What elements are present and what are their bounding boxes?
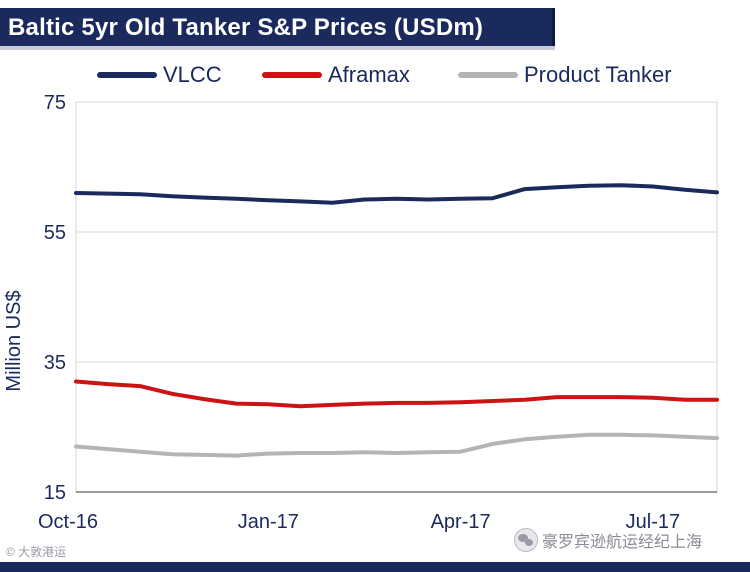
chart-legend: VLCC Aframax Product Tanker xyxy=(0,58,750,92)
legend-item-vlcc: VLCC xyxy=(97,58,222,92)
watermark-left: © 大敦港运 xyxy=(6,545,67,559)
x-tick-label: Jan-17 xyxy=(238,511,299,533)
chart-grid xyxy=(76,101,717,363)
chart-lines xyxy=(74,183,719,458)
watermark-right-text: 豪罗宾逊航运经纪上海 xyxy=(542,534,703,551)
x-tick-label: Oct-16 xyxy=(38,511,98,533)
title-shadow xyxy=(0,46,555,50)
footer-bar xyxy=(0,562,750,572)
legend-label-aframax: Aframax xyxy=(328,62,410,87)
series-line-aframax xyxy=(74,379,719,409)
watermark-right: 豪罗宾逊航运经纪上海 xyxy=(514,528,702,552)
x-tick-label: Apr-17 xyxy=(431,511,491,533)
legend-item-product-tanker: Product Tanker xyxy=(458,58,672,92)
series-line-product-tanker xyxy=(74,432,719,458)
y-tick-label: 35 xyxy=(44,352,66,374)
wechat-icon xyxy=(514,528,538,552)
y-axis-label: Million US$ xyxy=(3,290,25,391)
title-bar: Baltic 5yr Old Tanker S&P Prices (USDm) xyxy=(0,8,555,46)
legend-swatch-aframax xyxy=(262,72,322,78)
chart-ticks: 15 35 55 75 Oct-16 Jan-17 Apr-17 Jul-17 xyxy=(38,92,680,533)
y-tick-label: 15 xyxy=(44,482,66,504)
chart-title: Baltic 5yr Old Tanker S&P Prices (USDm) xyxy=(8,14,484,41)
y-tick-label: 55 xyxy=(44,222,66,244)
legend-label-product-tanker: Product Tanker xyxy=(524,62,672,87)
legend-swatch-product-tanker xyxy=(458,72,518,78)
series-line-vlcc xyxy=(74,183,719,205)
y-tick-label: 75 xyxy=(44,92,66,114)
legend-item-aframax: Aframax xyxy=(262,58,410,92)
x-tick-label: Jul-17 xyxy=(626,511,680,533)
chart-axes xyxy=(75,101,718,493)
legend-swatch-vlcc xyxy=(97,72,157,78)
legend-label-vlcc: VLCC xyxy=(163,62,222,87)
